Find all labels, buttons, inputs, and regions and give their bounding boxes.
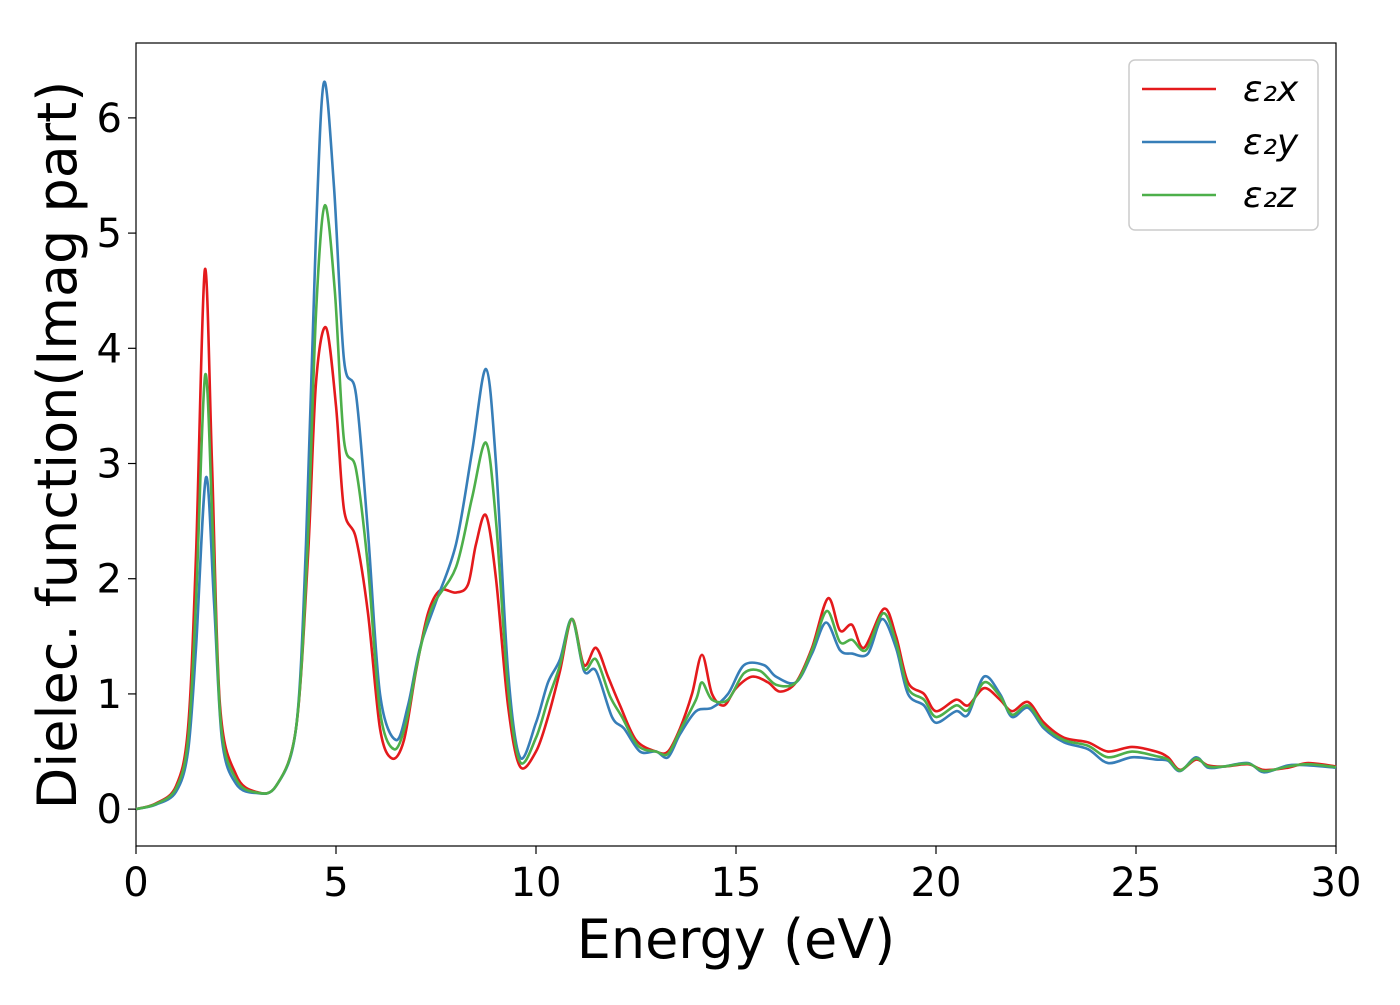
- y-tick-label: 6: [97, 96, 122, 142]
- y-axis: 0 1 2 3 4 5 6: [97, 96, 136, 833]
- x-tick-label: 15: [711, 860, 762, 906]
- x-axis: 0 5 10 15 20 25 30: [123, 846, 1361, 906]
- legend-frame: [1128, 59, 1319, 231]
- legend-label-1: ε₂x: [1243, 69, 1299, 110]
- y-tick-label: 4: [97, 326, 122, 372]
- x-axis-label: Energy (eV): [577, 908, 896, 971]
- y-tick-label: 2: [97, 557, 122, 603]
- legend-label-2: ε₂y: [1243, 122, 1299, 163]
- y-tick-label: 3: [97, 442, 122, 488]
- legend-label-3: ε₂z: [1243, 175, 1297, 216]
- series-line-3: [135, 204, 1337, 811]
- x-tick-label: 10: [511, 860, 562, 906]
- x-tick-label: 25: [1111, 860, 1162, 906]
- series-line-2: [135, 80, 1337, 811]
- x-tick-label: 20: [911, 860, 962, 906]
- y-tick-label: 0: [97, 787, 122, 833]
- x-tick-label: 30: [1311, 860, 1362, 906]
- x-tick-label: 0: [123, 860, 148, 906]
- legend: ε₂x ε₂y ε₂z: [1128, 59, 1319, 231]
- y-tick-label: 5: [97, 211, 122, 257]
- x-tick-label: 5: [323, 860, 348, 906]
- y-tick-label: 1: [97, 672, 122, 718]
- series-layer: [135, 80, 1337, 811]
- y-axis-label: Dielec. function(Imag part): [26, 81, 89, 810]
